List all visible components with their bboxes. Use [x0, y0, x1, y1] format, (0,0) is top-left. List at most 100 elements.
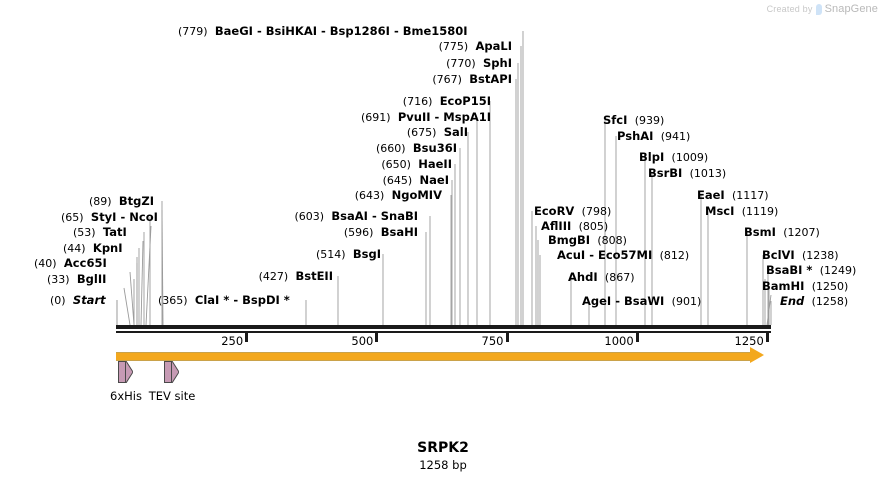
- enzyme-label[interactable]: (779) BaeGI - BsiHKAI - Bsp1286I - Bme15…: [178, 24, 468, 39]
- enzyme-label[interactable]: AflIII (805): [541, 219, 608, 234]
- enzyme-names: BaeGI - BsiHKAI - Bsp1286I - Bme1580I: [215, 24, 468, 38]
- enzyme-position: (53): [73, 226, 96, 239]
- enzyme-names: TatI: [103, 225, 127, 239]
- enzyme-position: (643): [354, 189, 385, 202]
- enzyme-names: BstAPI: [469, 72, 512, 86]
- enzyme-label[interactable]: (89) BtgZI: [89, 195, 154, 209]
- enzyme-label[interactable]: (427) BstEII: [259, 269, 333, 284]
- enzyme-position: (33): [47, 273, 70, 286]
- enzyme-name: AgeI: [582, 294, 612, 308]
- enzyme-position: (808): [597, 234, 627, 247]
- enzyme-label[interactable]: AcuI - Eco57MI (812): [557, 248, 690, 263]
- enzyme-label[interactable]: (675) SalI: [407, 126, 468, 140]
- enzyme-name: HaeII: [418, 157, 452, 171]
- enzyme-position: (812): [659, 249, 690, 262]
- ruler-tick-label: 500: [351, 334, 374, 348]
- enzyme-names: ApaLI: [476, 39, 513, 53]
- ruler-tick: [765, 333, 769, 342]
- ruler-tick: [635, 333, 639, 342]
- enzyme-label[interactable]: (53) TatI: [73, 225, 127, 240]
- enzyme-label[interactable]: (0) Start: [50, 293, 106, 308]
- enzyme-names: HaeII: [418, 157, 452, 171]
- enzyme-name: BstEII: [295, 269, 333, 283]
- enzyme-position: (1207): [783, 226, 820, 239]
- ruler-tick-label: 250: [221, 334, 244, 348]
- enzyme-label[interactable]: BsmI (1207): [744, 226, 820, 240]
- enzyme-names: SfcI: [603, 113, 627, 127]
- enzyme-label[interactable]: (514) BsgI: [316, 247, 381, 262]
- enzyme-name: SfcI: [603, 113, 628, 127]
- enzyme-label[interactable]: EaeI (1117): [697, 189, 769, 203]
- enzyme-name: BsgI: [352, 247, 381, 261]
- enzyme-names: AcuI - Eco57MI: [557, 248, 652, 262]
- enzyme-label[interactable]: (365) ClaI * - BspDI *: [158, 293, 290, 308]
- enzyme-label[interactable]: (643) NgoMIV: [354, 189, 442, 203]
- enzyme-names: PshAI: [617, 129, 653, 143]
- enzyme-label[interactable]: (770) SphI: [446, 56, 512, 71]
- enzyme-label[interactable]: (660) Bsu36I: [376, 141, 457, 156]
- enzyme-label[interactable]: BlpI (1009): [639, 150, 708, 165]
- enzyme-names: MscI: [705, 204, 734, 218]
- enzyme-label[interactable]: End (1258): [780, 295, 848, 309]
- sequence-ruler-bar: [116, 325, 771, 329]
- enzyme-label[interactable]: (40) Acc65I: [34, 256, 107, 271]
- enzyme-names: Bsu36I: [413, 141, 457, 155]
- snapgene-watermark: Created by SnapGene: [767, 3, 878, 15]
- enzyme-name: BamHI: [762, 279, 805, 293]
- feature-arrow-head: [126, 361, 133, 383]
- enzyme-name: Start: [72, 293, 106, 307]
- enzyme-label[interactable]: (603) BsaAI - SnaBI: [294, 210, 418, 224]
- enzyme-names: ClaI * - BspDI *: [195, 293, 290, 307]
- enzyme-names: Start: [73, 293, 106, 307]
- enzyme-name: AflIII: [541, 219, 572, 233]
- enzyme-label[interactable]: AhdI (867): [568, 271, 635, 285]
- enzyme-label[interactable]: BamHI (1250): [762, 279, 848, 294]
- enzyme-position: (365): [158, 294, 188, 307]
- enzyme-label[interactable]: BsrBI (1013): [648, 166, 726, 181]
- enzyme-label[interactable]: MscI (1119): [705, 204, 778, 219]
- enzyme-name-separator: -: [611, 294, 624, 308]
- enzyme-label[interactable]: (645) NaeI: [383, 174, 449, 188]
- enzyme-names: BmgBI: [548, 233, 590, 247]
- enzyme-position: (767): [432, 73, 462, 86]
- enzyme-label[interactable]: (44) KpnI: [63, 242, 123, 256]
- snapgene-logo-icon: [815, 3, 822, 15]
- ruler-tick-label: 1250: [734, 334, 764, 348]
- enzyme-position: (901): [671, 295, 702, 308]
- enzyme-position: (44): [63, 242, 86, 255]
- enzyme-names: BsrBI: [648, 166, 682, 180]
- enzyme-label[interactable]: (33) BglII: [47, 273, 106, 287]
- enzyme-label[interactable]: (691) PvuII - MspA1I: [361, 111, 491, 125]
- enzyme-label[interactable]: BclVI (1238): [762, 249, 839, 263]
- enzyme-label[interactable]: PshAI (941): [617, 129, 690, 144]
- enzyme-label[interactable]: BsaBI * (1249): [766, 264, 856, 278]
- enzyme-names: SphI: [483, 56, 512, 70]
- enzyme-label[interactable]: AgeI - BsaWI (901): [582, 294, 702, 309]
- enzyme-label[interactable]: (596) BsaHI: [344, 226, 418, 240]
- enzyme-name: PshAI: [617, 129, 654, 143]
- enzyme-label[interactable]: (716) EcoP15I: [403, 95, 491, 109]
- enzyme-label[interactable]: BmgBI (808): [548, 233, 627, 248]
- enzyme-name: Acc65I: [63, 256, 107, 270]
- enzyme-label[interactable]: EcoRV (798): [534, 204, 611, 219]
- feature-arrow-outline: [172, 361, 179, 383]
- enzyme-position: (40): [34, 257, 57, 270]
- enzyme-name: TatI: [102, 225, 127, 239]
- enzyme-position: (770): [446, 57, 476, 70]
- enzyme-label[interactable]: (650) HaeII: [381, 157, 452, 172]
- enzyme-leader-line: [140, 240, 144, 326]
- enzyme-names: EcoRV: [534, 204, 574, 218]
- enzyme-names: BamHI: [762, 279, 804, 293]
- enzyme-label[interactable]: (767) BstAPI: [432, 72, 512, 87]
- enzyme-leader-line: [767, 309, 770, 326]
- enzyme-position: (939): [634, 114, 665, 127]
- enzyme-label[interactable]: (65) StyI - NcoI: [61, 210, 158, 225]
- page-title: SRPK2: [417, 440, 469, 456]
- enzyme-name: BspDI *: [242, 293, 290, 307]
- enzyme-label[interactable]: (775) ApaLI: [439, 39, 513, 54]
- enzyme-label[interactable]: SfcI (939): [603, 113, 665, 128]
- feature-label-6xHis: 6xHis: [110, 389, 142, 403]
- enzyme-names: StyI - NcoI: [91, 210, 158, 224]
- enzyme-names: BsgI: [353, 247, 381, 261]
- enzyme-name: BlpI: [639, 150, 665, 164]
